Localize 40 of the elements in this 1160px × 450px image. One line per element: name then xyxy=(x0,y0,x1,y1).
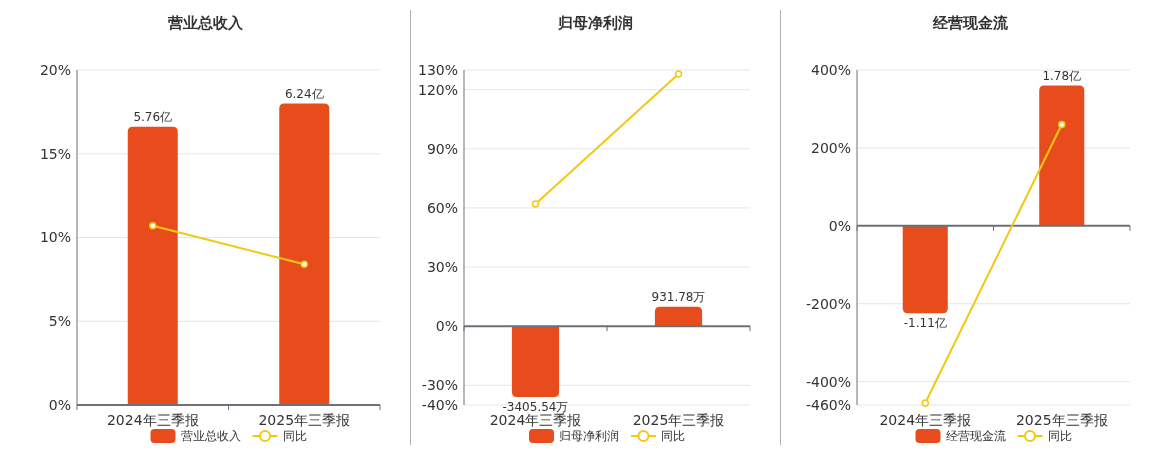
y-tick-label: 0% xyxy=(828,217,851,234)
data-label: 5.76亿 xyxy=(133,109,173,124)
y-tick-label: -200% xyxy=(805,295,851,312)
y-tick-label: -460% xyxy=(805,396,851,413)
x-tick-label: 2024年三季报 xyxy=(106,412,199,428)
legend-label: 营业总收入 xyxy=(180,429,241,444)
y-tick-label: 90% xyxy=(426,140,458,157)
legend-label: 同比 xyxy=(282,429,307,444)
x-tick-label: 2025年三季报 xyxy=(1015,412,1108,428)
x-tick-label: 2025年三季报 xyxy=(258,412,351,428)
chart-title: 经营现金流 xyxy=(931,14,1009,32)
y-tick-label: 15% xyxy=(39,145,71,162)
y-tick-label: 10% xyxy=(39,229,71,246)
legend-label: 同比 xyxy=(661,429,685,444)
y-tick-label: 400% xyxy=(810,61,851,78)
x-tick-label: 2024年三季报 xyxy=(489,412,582,428)
x-tick-label: 2024年三季报 xyxy=(879,412,972,428)
y-tick-label: 120% xyxy=(417,81,458,98)
data-label: 1.78亿 xyxy=(1042,68,1082,83)
chart-title: 归母净利润 xyxy=(556,14,633,32)
data-label: -3405.54万 xyxy=(502,400,569,415)
y-tick-label: 60% xyxy=(426,199,458,216)
y-tick-label: 0% xyxy=(48,396,71,413)
data-label: 6.24亿 xyxy=(284,86,324,101)
y-tick-label: 200% xyxy=(810,139,851,156)
y-tick-label: -40% xyxy=(421,396,458,413)
legend-label: 同比 xyxy=(1047,429,1072,444)
y-tick-label: 20% xyxy=(39,61,71,78)
y-tick-label: -400% xyxy=(805,373,851,390)
y-tick-label: 0% xyxy=(435,318,458,335)
y-tick-label: 30% xyxy=(426,258,458,275)
chart-title: 营业总收入 xyxy=(166,14,244,32)
legend-label: 经营现金流 xyxy=(945,429,1006,444)
x-tick-label: 2025年三季报 xyxy=(632,412,725,428)
data-label: -1.11亿 xyxy=(903,316,947,331)
y-tick-label: -30% xyxy=(421,377,458,394)
data-label: 931.78万 xyxy=(651,289,706,304)
y-tick-label: 130% xyxy=(417,61,458,78)
legend-label: 归母净利润 xyxy=(559,429,619,444)
y-tick-label: 5% xyxy=(48,313,71,330)
